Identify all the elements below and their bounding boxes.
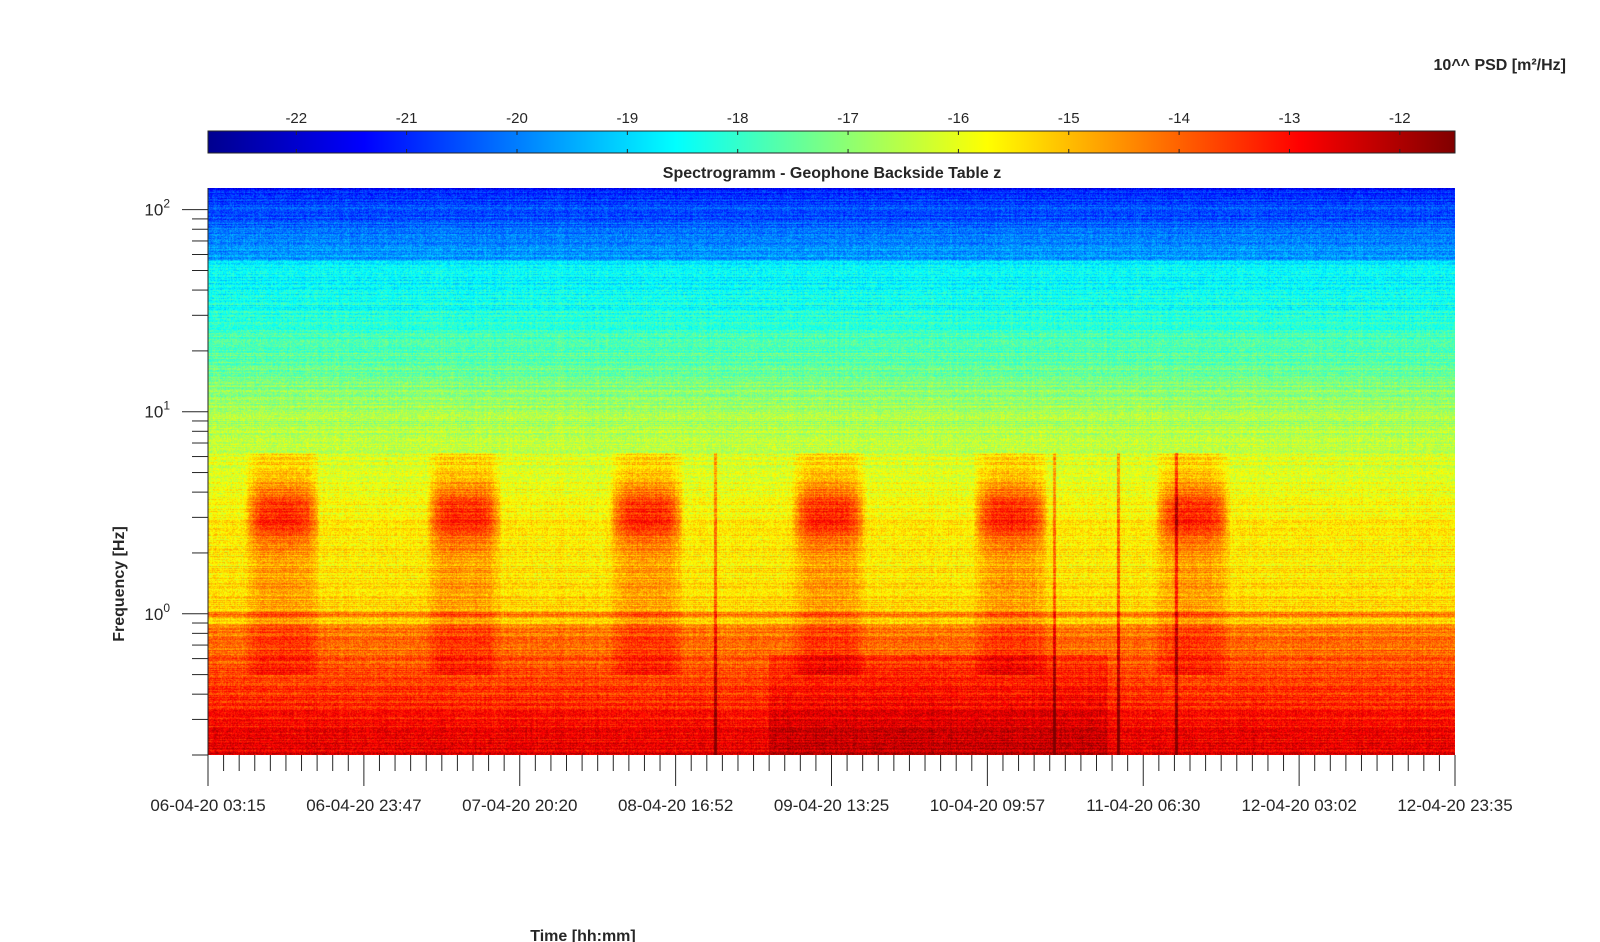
colorbar-tick-label: -18	[727, 110, 749, 127]
x-tick-label: 12-04-20 23:35	[1397, 796, 1512, 815]
colorbar-tick-label: -12	[1389, 110, 1411, 127]
colorbar-title: 10^^ PSD [m²/Hz]	[1434, 57, 1566, 74]
colorbar-tick-label: -22	[285, 110, 307, 127]
x-axis-label: Time [hh:mm]	[530, 928, 635, 942]
y-tick-label: 101	[144, 399, 170, 422]
colorbar-tick-label: -20	[506, 110, 528, 127]
y-axis: 100 101 102	[144, 188, 209, 756]
y-tick-label: 102	[144, 197, 170, 220]
y-axis-label: Frequency [Hz]	[111, 526, 128, 642]
colorbar-tick-label: -16	[948, 110, 970, 127]
x-axis: 06-04-20 03:15 06-04-20 23:47 07-04-20 20:…	[150, 755, 1513, 815]
colorbar-tick-label: -13	[1279, 110, 1301, 127]
colorbar-tick-label: -15	[1058, 110, 1080, 127]
x-tick-label: 07-04-20 20:20	[462, 796, 577, 815]
x-tick-label: 06-04-20 23:47	[306, 796, 421, 815]
colorbar-tick-label: -14	[1168, 110, 1190, 127]
x-tick-label: 12-04-20 03:02	[1241, 796, 1356, 815]
chart-title: Spectrogramm - Geophone Backside Table z	[663, 165, 1001, 182]
x-tick-label: 10-04-20 09:57	[930, 796, 1045, 815]
colorbar-tick-labels: -22 -21 -20 -19 -18 -17 -16 -15 -14 -13 -12	[285, 110, 1410, 127]
x-tick-label: 11-04-20 06:30	[1086, 796, 1200, 815]
colorbar-tick-label: -21	[396, 110, 418, 127]
x-tick-label: 09-04-20 13:25	[774, 796, 889, 815]
colorbar-ticks	[295, 131, 1401, 153]
spectrogram-image	[208, 188, 1455, 755]
colorbar-tick-label: -19	[617, 110, 639, 127]
y-tick-label: 100	[144, 601, 170, 624]
x-tick-label: 08-04-20 16:52	[618, 796, 733, 815]
colorbar-tick-label: -17	[837, 110, 859, 127]
colorbar	[207, 130, 1456, 154]
x-tick-label: 06-04-20 03:15	[150, 796, 265, 815]
